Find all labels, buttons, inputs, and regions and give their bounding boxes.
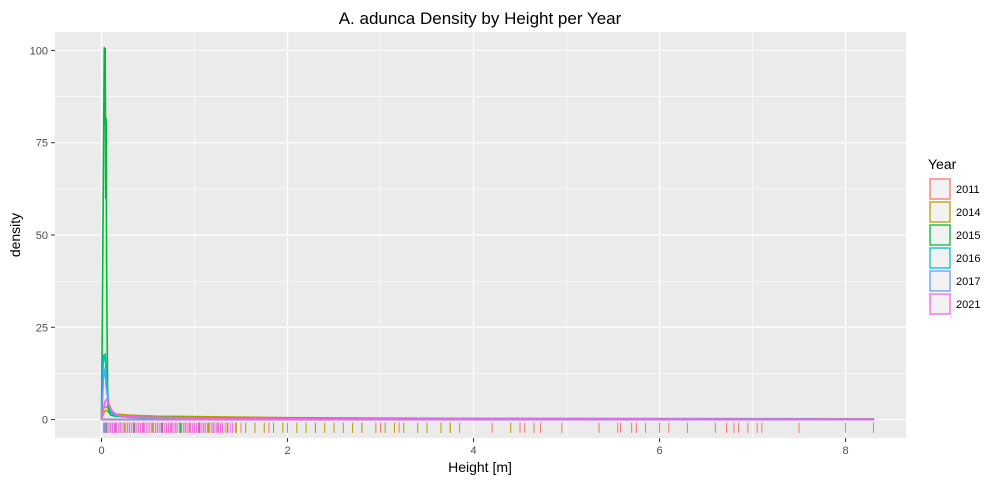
density-curve-2021 bbox=[100, 398, 875, 421]
x-tick-label: 6 bbox=[656, 445, 662, 457]
x-tick-label: 8 bbox=[842, 445, 848, 457]
legend-label-2016: 2016 bbox=[956, 253, 980, 265]
legend-key-2017 bbox=[929, 270, 951, 292]
y-tick-label: 0 bbox=[42, 415, 48, 427]
x-axis-title: Height [m] bbox=[448, 459, 512, 475]
legend-label-2014: 2014 bbox=[956, 207, 980, 219]
y-tick-label: 75 bbox=[36, 138, 48, 150]
legend-label-2011: 2011 bbox=[956, 184, 980, 196]
y-tick-label: 50 bbox=[36, 230, 48, 242]
legend-key-2015 bbox=[929, 224, 951, 246]
legend-label-2015: 2015 bbox=[956, 230, 980, 242]
legend: Year 2011 2014 2015 2016 2017 2021 bbox=[928, 156, 980, 315]
legend-label-2021: 2021 bbox=[956, 299, 980, 311]
legend-key-2014 bbox=[929, 201, 951, 223]
density-curves bbox=[100, 46, 875, 421]
x-tick-label: 2 bbox=[284, 445, 290, 457]
chart-title: A. adunca Density by Height per Year bbox=[339, 9, 622, 28]
x-tick-label: 4 bbox=[470, 445, 476, 457]
legend-key-2016 bbox=[929, 247, 951, 269]
rug-marks bbox=[102, 422, 874, 433]
x-tick-label: 0 bbox=[98, 445, 104, 457]
legend-title: Year bbox=[928, 156, 957, 172]
legend-key-2011 bbox=[929, 178, 951, 200]
y-tick-label: 100 bbox=[30, 45, 48, 57]
legend-label-2017: 2017 bbox=[956, 276, 980, 288]
legend-key-2021 bbox=[929, 293, 951, 315]
y-tick-label: 25 bbox=[36, 322, 48, 334]
axes: 0 2 4 6 8 0 25 50 75 100 bbox=[30, 45, 849, 457]
y-axis-title: density bbox=[7, 213, 23, 257]
